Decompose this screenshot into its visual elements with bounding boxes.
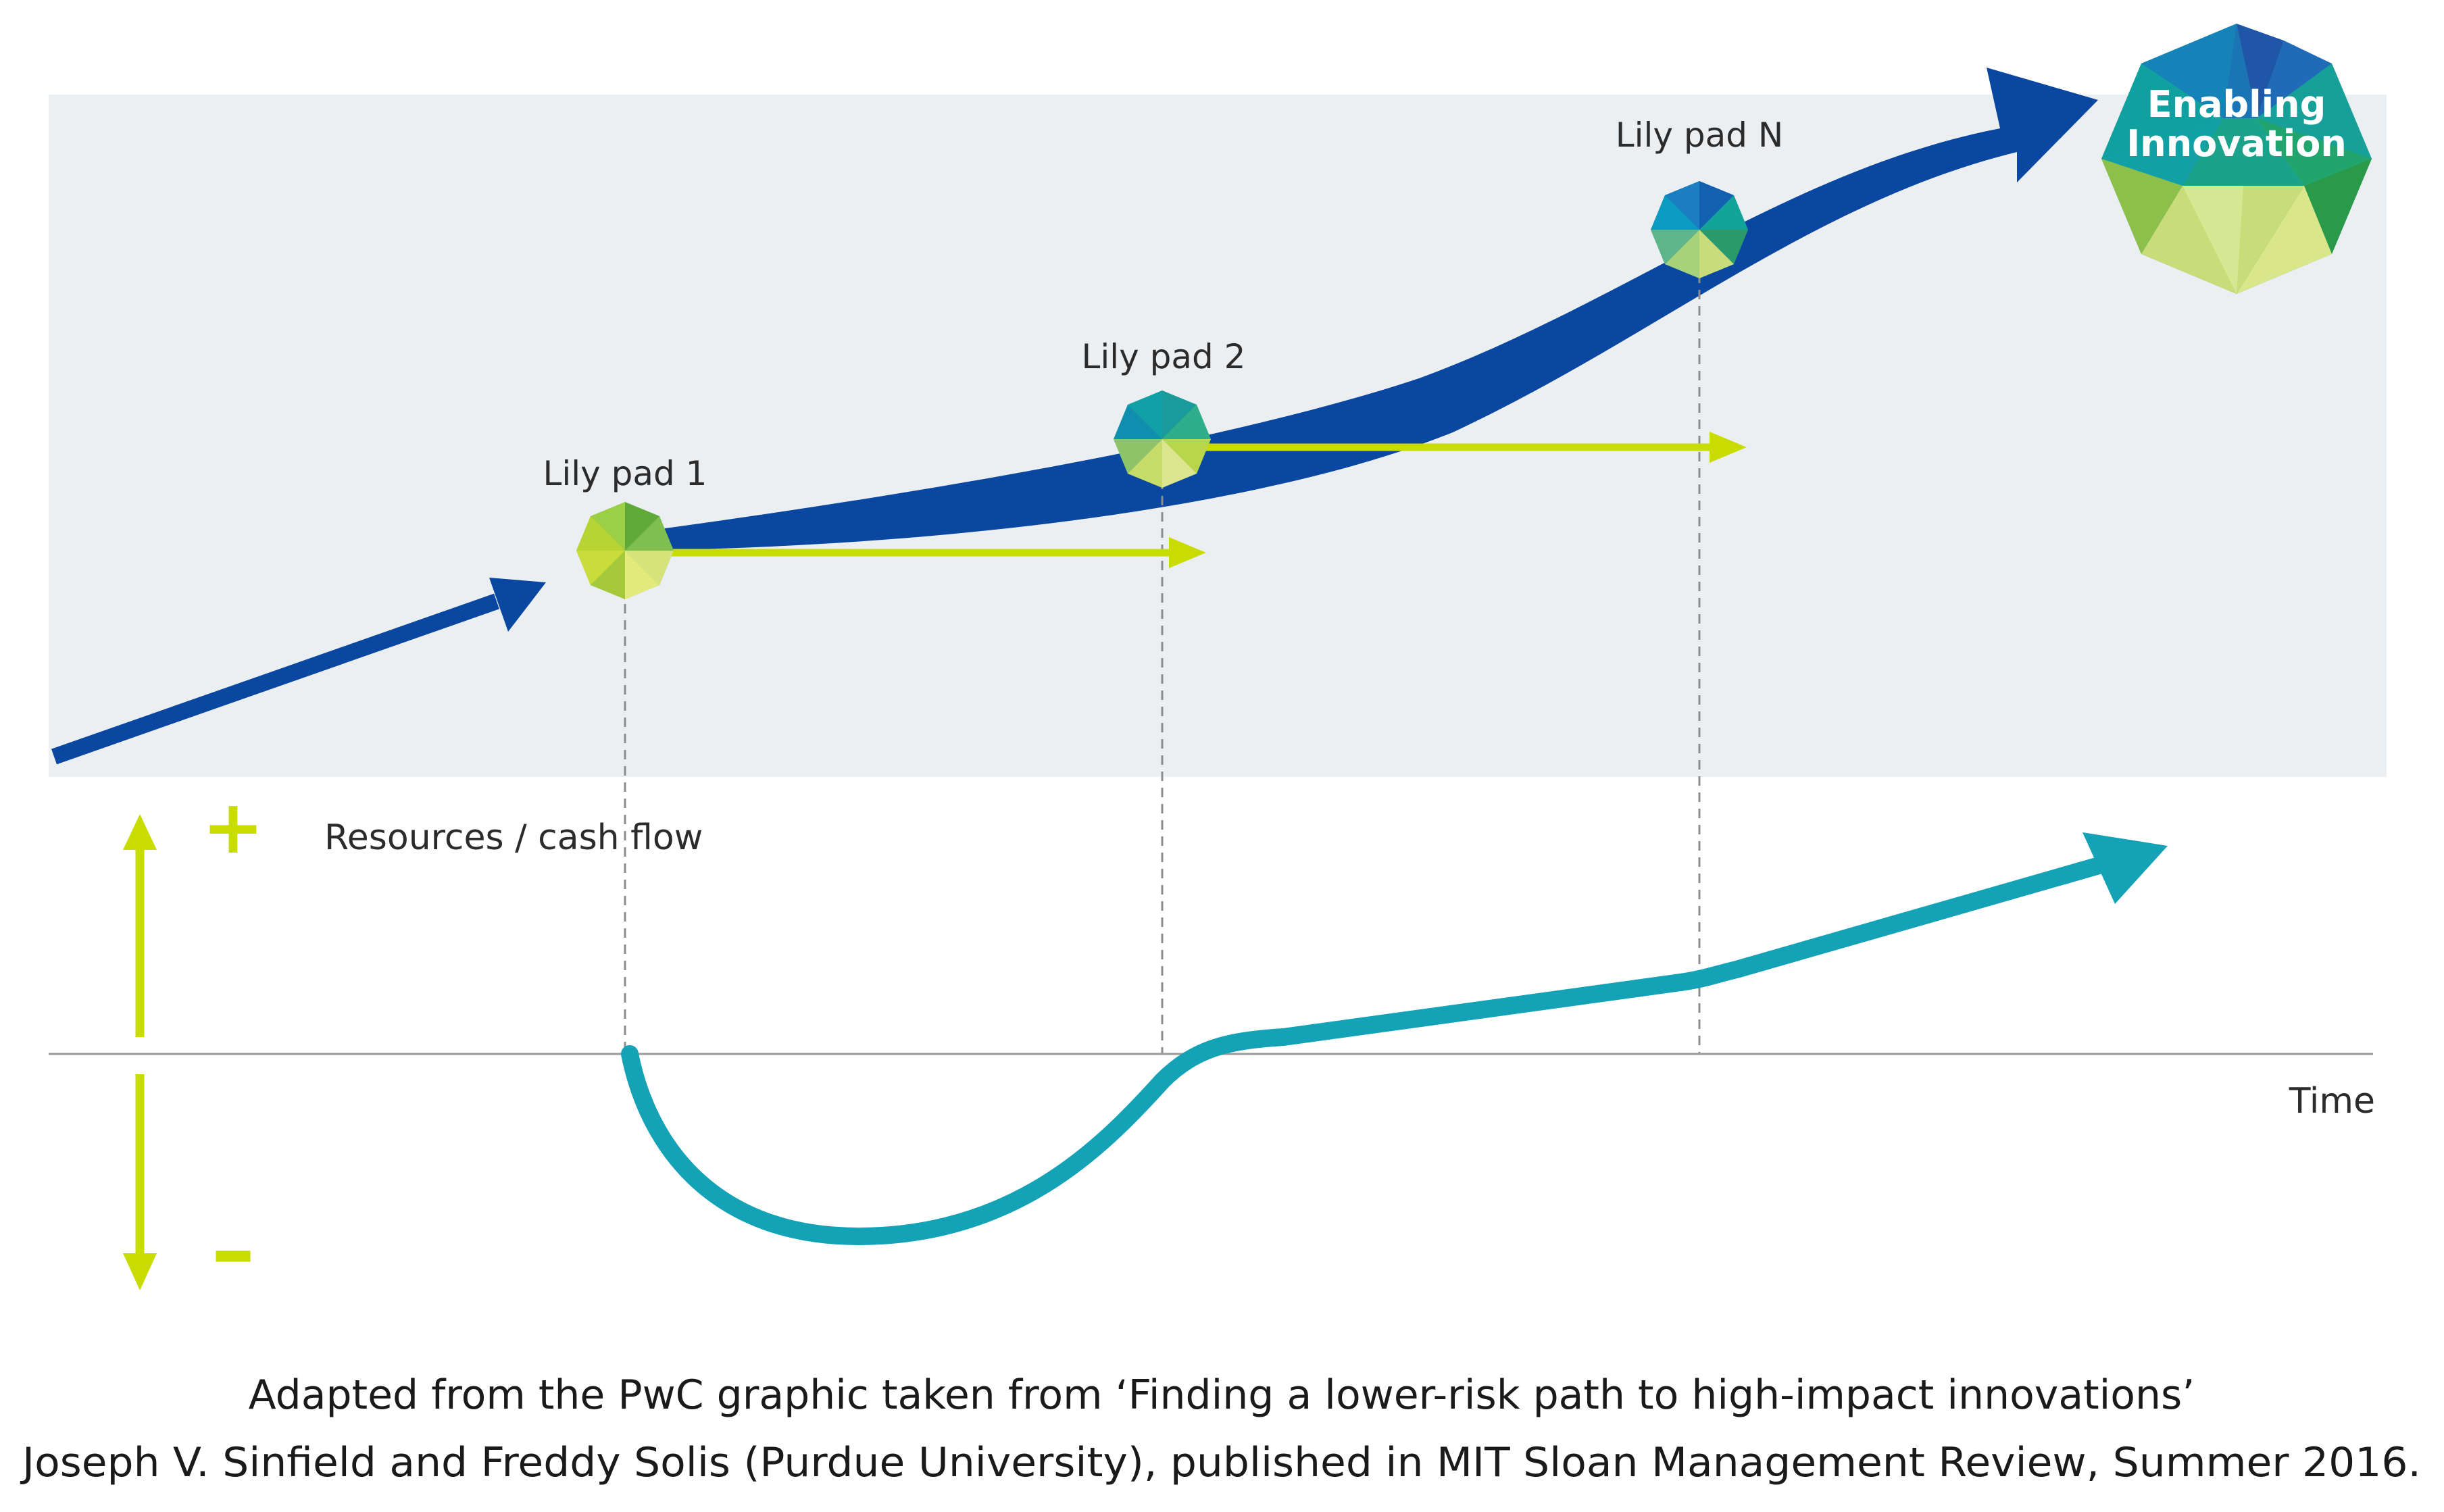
goal-label-line2: Innovation <box>2126 122 2347 165</box>
caption-line-2: Joseph V. Sinfield and Freddy Solis (Pur… <box>20 1439 2421 1486</box>
plus-sign: + <box>202 784 264 870</box>
resources-up-arrow <box>123 814 157 1037</box>
lime-arrow-2 <box>1199 432 1747 463</box>
lily-pad-n-label: Lily pad N <box>1616 116 1784 155</box>
lily-pad-2-icon <box>1114 390 1211 488</box>
goal-label-line1: Enabling <box>2147 83 2326 126</box>
caption-line-1: Adapted from the PwC graphic taken from … <box>249 1371 2195 1419</box>
lily-pad-1-label: Lily pad 1 <box>543 454 707 493</box>
y-axis-label: Resources / cash flow <box>324 817 703 858</box>
lily-pad-1-icon <box>576 502 674 599</box>
lily-pad-2-label: Lily pad 2 <box>1082 337 1246 376</box>
enabling-innovation-icon: Enabling Innovation <box>2101 24 2372 294</box>
lily-pad-n-icon <box>1651 181 1748 278</box>
initial-path-arrow <box>51 578 546 765</box>
resources-down-arrow <box>123 1074 157 1290</box>
main-path-arrow <box>625 68 2098 551</box>
x-axis-label: Time <box>2289 1081 2375 1122</box>
cash-flow-curve <box>621 832 2168 1245</box>
lime-arrow-1 <box>662 537 1206 568</box>
milestone-guides <box>624 274 1701 1054</box>
minus-sign: – <box>211 1199 255 1301</box>
